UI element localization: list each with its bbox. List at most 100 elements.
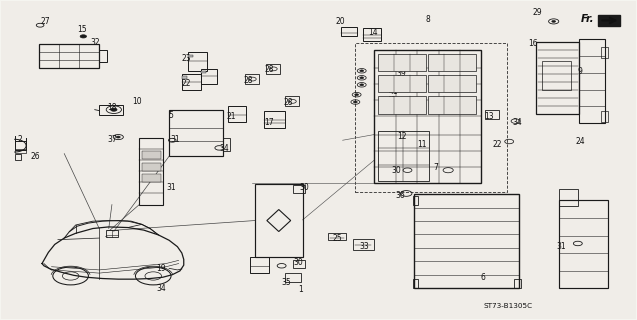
Bar [264, 111, 285, 128]
Bar [285, 96, 299, 107]
Text: 29: 29 [533, 8, 543, 17]
Bar [413, 279, 418, 288]
Text: 34: 34 [220, 144, 229, 153]
Bar [182, 76, 187, 79]
Bar [245, 74, 259, 84]
Bar [39, 44, 99, 68]
Text: 25: 25 [333, 234, 342, 243]
Text: 11: 11 [417, 140, 426, 149]
Text: 22: 22 [182, 79, 191, 88]
Text: 33: 33 [359, 242, 369, 251]
Bar [378, 75, 426, 92]
Bar [428, 75, 476, 92]
Text: 42: 42 [387, 96, 396, 105]
Text: 32: 32 [90, 38, 99, 47]
Text: 13: 13 [484, 113, 494, 122]
Bar [559, 189, 578, 206]
Text: 21: 21 [226, 112, 236, 121]
Bar [142, 174, 161, 182]
Bar [106, 230, 118, 237]
Text: 31: 31 [166, 183, 176, 192]
Bar [182, 74, 201, 90]
Text: 28: 28 [244, 76, 254, 85]
Bar [428, 54, 476, 71]
Circle shape [360, 70, 364, 72]
Bar [169, 110, 223, 156]
Text: 18: 18 [107, 103, 117, 112]
Bar [559, 200, 608, 288]
Bar [413, 196, 418, 204]
Bar [201, 71, 206, 74]
Text: 30: 30 [391, 166, 401, 175]
Text: 28: 28 [265, 65, 275, 74]
Text: ST73-B1305C: ST73-B1305C [483, 303, 533, 309]
Polygon shape [598, 15, 620, 26]
Text: 36: 36 [395, 191, 404, 200]
Bar [255, 184, 303, 257]
Bar [378, 54, 426, 71]
Bar [542, 61, 571, 90]
Text: 8: 8 [426, 15, 430, 24]
Bar [201, 69, 217, 84]
Text: 7: 7 [434, 163, 438, 172]
Bar [223, 138, 229, 151]
Bar [228, 107, 246, 122]
Text: 26: 26 [31, 152, 41, 161]
Text: 9: 9 [578, 67, 583, 76]
Bar [428, 96, 476, 114]
Text: 35: 35 [282, 278, 292, 287]
Bar [15, 154, 21, 160]
Text: 5: 5 [169, 111, 173, 120]
Bar [15, 149, 26, 153]
Text: 23: 23 [182, 54, 191, 63]
Bar [293, 260, 304, 268]
Circle shape [111, 108, 117, 111]
Bar [601, 111, 608, 122]
Circle shape [80, 35, 87, 38]
Text: 34: 34 [512, 118, 522, 127]
Circle shape [360, 84, 364, 86]
Text: 6: 6 [480, 273, 485, 282]
Circle shape [355, 94, 359, 96]
Text: 17: 17 [264, 118, 274, 127]
Bar [536, 42, 579, 114]
Bar [328, 233, 346, 240]
Bar [188, 52, 207, 71]
Bar [250, 257, 269, 273]
Bar [355, 43, 506, 193]
Bar [140, 138, 164, 204]
Bar [99, 50, 107, 62]
Bar [341, 27, 357, 36]
Text: Fr.: Fr. [581, 14, 594, 24]
Text: 28: 28 [283, 98, 293, 107]
Bar [142, 163, 161, 171]
Bar [354, 239, 374, 250]
Text: 38: 38 [390, 63, 399, 72]
Circle shape [117, 136, 120, 138]
Text: 15: 15 [77, 25, 87, 34]
Bar [363, 28, 381, 41]
Bar [15, 141, 26, 150]
Bar [378, 131, 429, 181]
Bar [99, 105, 124, 115]
Text: 30: 30 [299, 183, 310, 192]
Circle shape [354, 101, 357, 103]
Text: 24: 24 [576, 137, 585, 146]
Text: 22: 22 [493, 140, 503, 149]
Text: 20: 20 [336, 17, 345, 26]
Text: 41: 41 [389, 87, 398, 96]
Text: 34: 34 [156, 284, 166, 292]
Bar [414, 194, 519, 288]
Text: 2: 2 [17, 135, 22, 144]
Text: 10: 10 [132, 97, 142, 106]
Text: 19: 19 [156, 264, 166, 274]
Text: 14: 14 [368, 28, 377, 37]
Text: 37: 37 [107, 135, 117, 144]
Bar [266, 64, 280, 74]
Text: 39: 39 [396, 69, 406, 78]
Text: 40: 40 [403, 76, 412, 85]
Bar [485, 110, 499, 119]
Text: 30: 30 [293, 258, 303, 267]
Bar [375, 50, 481, 183]
Bar [142, 151, 161, 159]
